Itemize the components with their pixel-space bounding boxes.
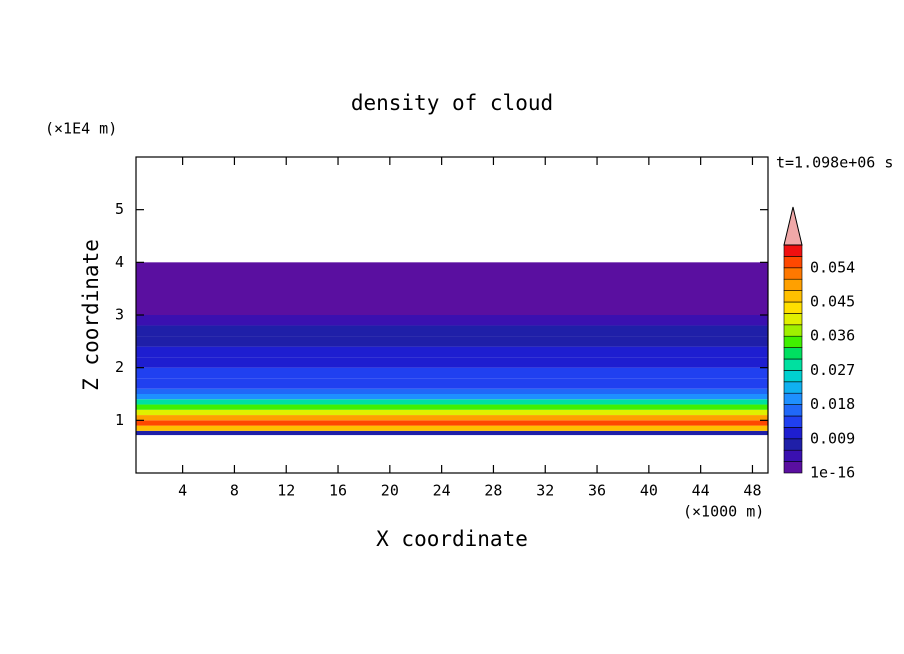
colorbar-band xyxy=(783,347,803,360)
time-label: t=1.098e+06 s xyxy=(776,154,893,172)
contour-band xyxy=(136,399,768,405)
x-tick-label: 16 xyxy=(329,482,347,500)
contour-band xyxy=(136,388,768,394)
colorbar-band xyxy=(783,392,803,405)
colorbar-band xyxy=(783,256,803,269)
y-axis-title: Z coordinate xyxy=(79,239,103,391)
chart-title: density of cloud xyxy=(351,91,553,115)
x-tick-label: 24 xyxy=(433,482,451,500)
colorbar-band xyxy=(783,438,803,451)
colorbar-band xyxy=(783,381,803,394)
contour-band xyxy=(136,415,768,421)
contour-band xyxy=(136,315,768,326)
contour-band xyxy=(136,346,768,358)
colorbar-band xyxy=(783,461,803,474)
x-unit: (×1000 m) xyxy=(683,503,764,521)
x-axis-title: X coordinate xyxy=(376,527,528,551)
contour-band xyxy=(136,367,768,379)
colorbar-tick-label: 1e-16 xyxy=(810,464,855,482)
contour-band xyxy=(136,394,768,400)
contour-band xyxy=(136,404,768,410)
colorbar-tick-label: 0.045 xyxy=(810,293,855,311)
y-unit: (×1E4 m) xyxy=(45,120,117,138)
contour-band xyxy=(136,262,768,315)
colorbar-band xyxy=(783,278,803,291)
x-tick-label: 20 xyxy=(381,482,399,500)
colorbar-band xyxy=(783,415,803,428)
x-tick-label: 8 xyxy=(230,482,239,500)
colorbar-band xyxy=(783,301,803,314)
colorbar-over xyxy=(783,206,803,246)
contour-band xyxy=(136,357,768,368)
contour-band xyxy=(136,378,768,389)
colorbar-tick-label: 0.036 xyxy=(810,327,855,345)
colorbar-tick-label: 0.054 xyxy=(810,258,855,276)
x-tick-label: 32 xyxy=(536,482,554,500)
colorbar-band xyxy=(783,427,803,440)
colorbar-band xyxy=(783,404,803,417)
contour-band xyxy=(136,336,768,347)
colorbar-band xyxy=(783,335,803,348)
colorbar-tick-label: 0.009 xyxy=(810,429,855,447)
contour-band xyxy=(136,420,768,426)
x-tick-label: 4 xyxy=(178,482,187,500)
colorbar-band xyxy=(783,449,803,462)
contour-band xyxy=(136,325,768,337)
colorbar-band xyxy=(783,267,803,280)
y-tick-label: 3 xyxy=(115,306,124,324)
x-tick-label: 12 xyxy=(277,482,295,500)
y-tick-label: 4 xyxy=(115,253,124,271)
contour-band xyxy=(136,425,768,431)
contour-band xyxy=(136,430,768,436)
x-tick-label: 44 xyxy=(692,482,710,500)
colorbar-tick-label: 0.018 xyxy=(810,395,855,413)
x-tick-label: 48 xyxy=(743,482,761,500)
colorbar-band xyxy=(783,290,803,303)
x-tick-label: 28 xyxy=(484,482,502,500)
colorbar-band xyxy=(783,358,803,371)
colorbar-band xyxy=(783,370,803,383)
colorbar-band xyxy=(783,313,803,326)
colorbar-band xyxy=(783,324,803,337)
y-tick-label: 1 xyxy=(115,411,124,429)
colorbar-band xyxy=(783,244,803,257)
x-tick-label: 40 xyxy=(640,482,658,500)
colorbar-tick-label: 0.027 xyxy=(810,361,855,379)
y-tick-label: 2 xyxy=(115,358,124,376)
y-tick-label: 5 xyxy=(115,200,124,218)
x-tick-label: 36 xyxy=(588,482,606,500)
contour-band xyxy=(136,409,768,416)
